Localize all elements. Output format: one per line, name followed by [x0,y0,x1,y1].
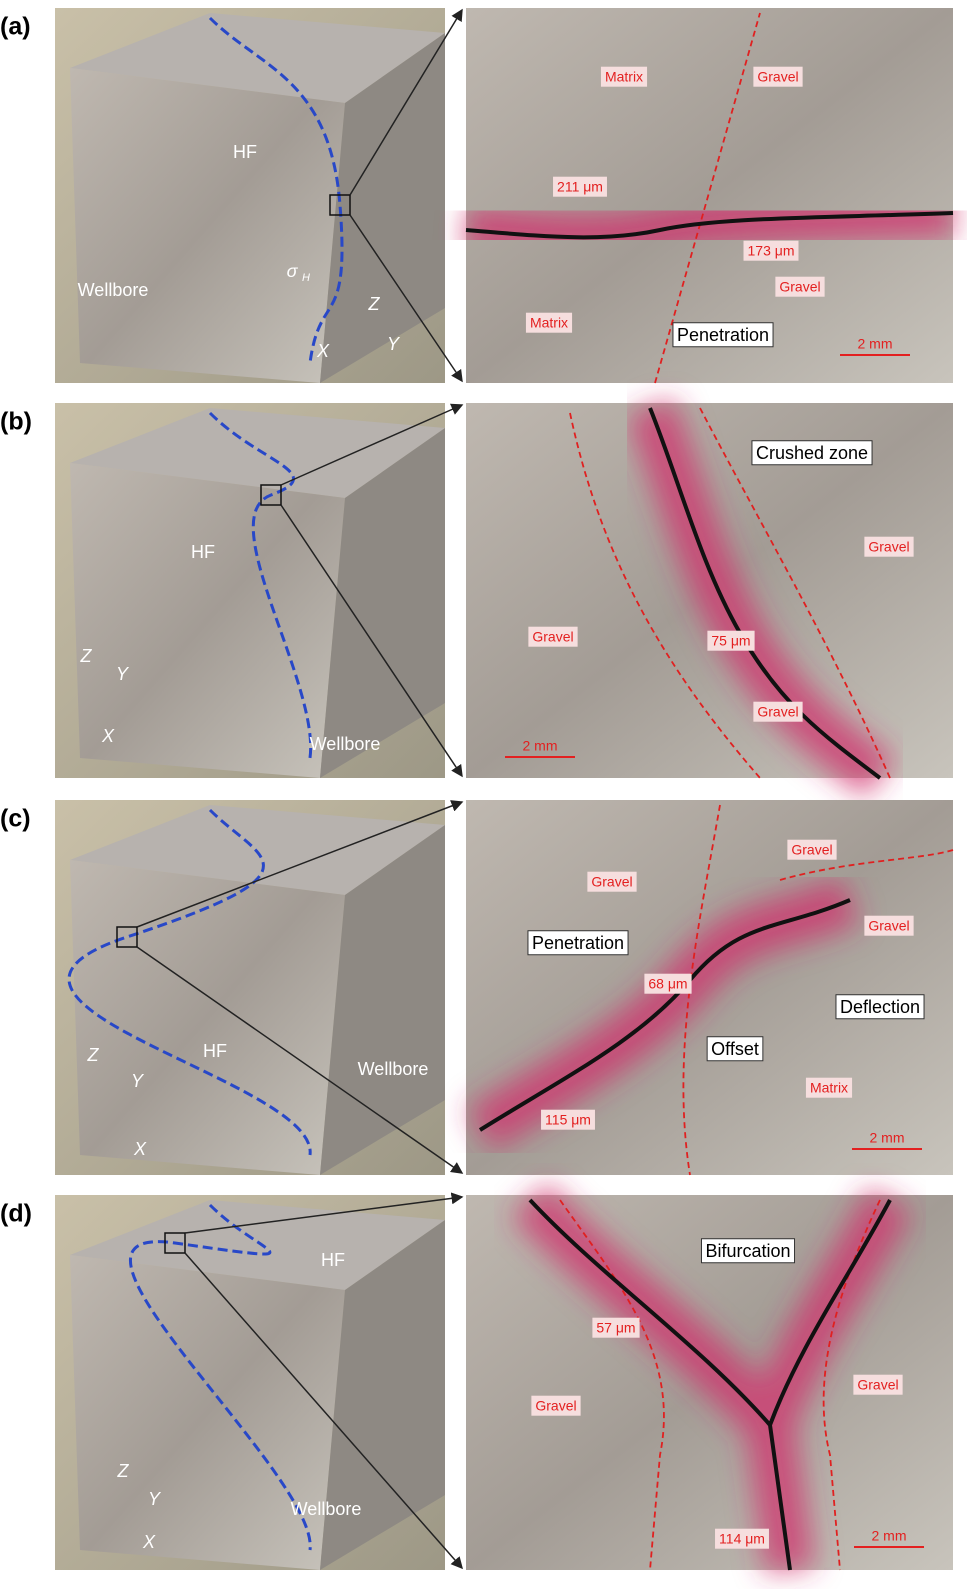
region-label: 115 μm [545,1112,591,1128]
photo-label: HF [203,1041,227,1061]
photo-label: Z [117,1461,130,1481]
region-label: Gravel [868,918,909,934]
region-label: Gravel [868,539,909,555]
region-label: Gravel [779,279,820,295]
annotation: Crushed zone [756,443,868,463]
annotation: Bifurcation [705,1241,790,1261]
panel-label: (c) [0,805,31,833]
annotation: Deflection [840,997,920,1017]
photo-label: X [101,726,115,746]
photo-label: X [142,1532,156,1552]
region-label: 173 μm [748,243,795,259]
scale-label: 2 mm [872,1528,907,1544]
region-label: 211 μm [557,179,603,195]
scale-label: 2 mm [870,1130,905,1146]
annotation: Offset [711,1039,759,1059]
scale-label: 2 mm [858,336,893,352]
annotation: Penetration [532,933,624,953]
photo-label: HF [191,542,215,562]
photo-label: Z [87,1045,100,1065]
region-label: Matrix [530,315,568,331]
region-label: Gravel [757,69,798,85]
region-label: Gravel [532,629,573,645]
scale-label: 2 mm [523,738,558,754]
photo-label: Z [80,646,93,666]
annotation: Penetration [677,325,769,345]
photo-label: Y [387,334,401,354]
region-label: Matrix [605,69,643,85]
photo-label: Wellbore [291,1499,362,1519]
region-label: Gravel [791,842,832,858]
photo-label: HF [233,142,257,162]
photo-label: Z [368,294,381,314]
region-label: Gravel [591,874,632,890]
photo-label: Wellbore [358,1059,429,1079]
panel-label: (b) [0,408,32,436]
photo-label: X [316,341,330,361]
region-label: 68 μm [648,976,687,992]
region-label: Matrix [810,1080,848,1096]
region-label: Gravel [857,1377,898,1393]
region-label: 75 μm [711,633,750,649]
photo-label: H [302,272,310,284]
panel-label: (d) [0,1200,32,1228]
region-label: 57 μm [596,1320,635,1336]
panel-label: (a) [0,13,31,41]
photo-label: Wellbore [310,734,381,754]
photo-label: Wellbore [78,280,149,300]
photo-label: Y [148,1489,162,1509]
photo-label: Y [116,664,130,684]
region-label: Gravel [535,1398,576,1414]
photo-label: Y [131,1071,145,1091]
block-front [70,68,345,383]
photo-label: HF [321,1250,345,1270]
photo-label: X [133,1139,147,1159]
region-label: Gravel [757,704,798,720]
figure: (a)HFWellboreσHZYXMatrixGravel211 μm173 … [0,0,967,1589]
region-label: 114 μm [719,1531,765,1547]
photo-label: σ [287,261,299,281]
